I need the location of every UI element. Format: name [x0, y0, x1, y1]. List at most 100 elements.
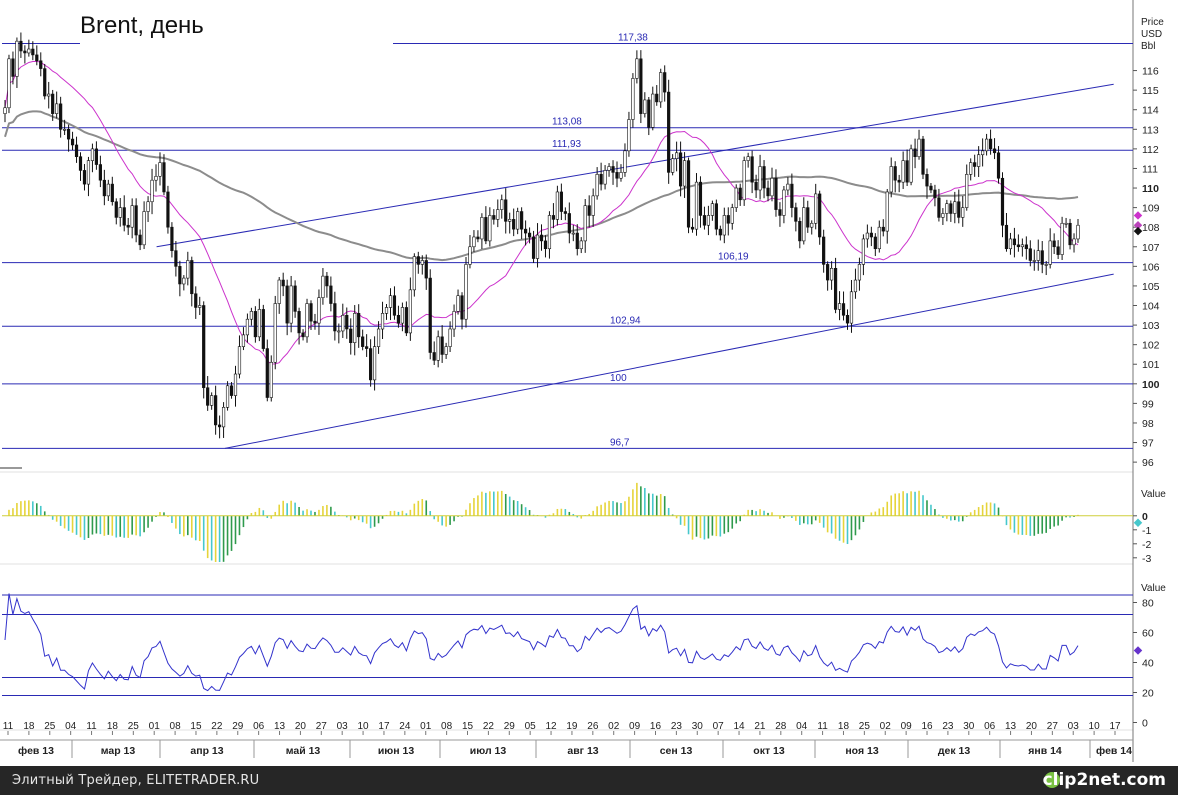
candle-body — [535, 234, 540, 259]
candle-body — [706, 215, 711, 226]
candle-body — [508, 219, 512, 222]
candle-body — [758, 166, 762, 191]
candle-body — [841, 303, 846, 316]
rsi-tick-label: 40 — [1142, 658, 1154, 670]
x-tick-label: 11 — [817, 721, 828, 732]
candle-body — [686, 160, 691, 228]
candle-body — [27, 48, 31, 54]
candle-body — [520, 211, 524, 230]
level-label: 100 — [610, 373, 627, 384]
hist-axis-label: Value — [1141, 489, 1166, 500]
candle-body — [496, 209, 500, 220]
x-tick-label: 25 — [128, 721, 140, 732]
x-tick-label: 20 — [1026, 721, 1038, 732]
x-tick-label: 01 — [149, 721, 161, 732]
candle-body — [221, 407, 226, 428]
candle-body — [297, 311, 301, 334]
candle-body — [388, 295, 393, 308]
candle-body — [897, 179, 901, 183]
candle-body — [245, 318, 250, 336]
candle-body — [138, 234, 142, 246]
x-tick-label: 04 — [65, 721, 77, 732]
candle-body — [51, 93, 55, 114]
candle-body — [214, 395, 218, 426]
candle-body — [376, 328, 381, 347]
x-tick-label: 26 — [587, 721, 599, 732]
candle-body — [500, 199, 504, 210]
candle-body — [170, 226, 174, 251]
candle-body — [1044, 264, 1048, 266]
x-tick-label: 03 — [337, 721, 349, 732]
candle-body — [746, 156, 750, 161]
candle-body — [547, 215, 552, 250]
x-tick-label: 25 — [44, 721, 56, 732]
candle-body — [357, 313, 361, 338]
price-tick-label: 114 — [1142, 105, 1159, 117]
level-label: 113,08 — [552, 117, 582, 128]
x-tick-label: 05 — [525, 721, 537, 732]
candle-body — [941, 213, 945, 218]
candle-body — [830, 268, 834, 281]
candle-body — [909, 148, 913, 183]
candle-body — [595, 174, 599, 197]
x-tick-label: 21 — [754, 721, 766, 732]
month-label: авг 13 — [567, 745, 598, 757]
level-label: 102,94 — [610, 315, 641, 326]
candle-body — [1024, 244, 1028, 250]
x-tick-label: 13 — [1005, 721, 1017, 732]
candle-body — [988, 138, 993, 150]
x-tick-label: 01 — [420, 721, 432, 732]
candle-body — [853, 279, 858, 293]
x-tick-label: 24 — [399, 721, 411, 732]
candle-body — [353, 313, 357, 344]
hist-tick-label: -2 — [1142, 539, 1151, 551]
candle-body — [325, 275, 329, 287]
candle-body — [984, 138, 989, 152]
candle-body — [619, 172, 623, 179]
month-label: ноя 13 — [845, 745, 879, 757]
candle-body — [623, 150, 627, 173]
candle-body — [66, 128, 71, 140]
candle-body — [615, 172, 619, 179]
candle-body — [917, 138, 921, 158]
candle-body — [714, 203, 718, 230]
x-tick-label: 15 — [462, 721, 474, 732]
candle-body — [182, 277, 186, 285]
x-tick-label: 29 — [504, 721, 516, 732]
price-axis-label: Bbl — [1141, 41, 1155, 52]
candle-body — [837, 303, 842, 310]
level-label: 106,19 — [718, 252, 749, 263]
x-tick-label: 13 — [274, 721, 286, 732]
candle-body — [253, 311, 257, 338]
candle-body — [301, 332, 305, 338]
candle-body — [790, 183, 794, 208]
price-tick-label: 108 — [1142, 222, 1160, 234]
x-tick-label: 08 — [170, 721, 182, 732]
candle-body — [698, 181, 703, 216]
candle-body — [35, 54, 39, 62]
price-tick-label: 104 — [1142, 301, 1160, 313]
candle-body — [186, 260, 190, 279]
candle-body — [651, 93, 655, 128]
candle-body — [734, 187, 738, 208]
x-tick-label: 18 — [23, 721, 35, 732]
candle-body — [206, 387, 210, 406]
hist-tick-label: -1 — [1142, 525, 1151, 537]
candle-body — [583, 205, 587, 242]
candle-body — [504, 199, 508, 222]
candle-body — [643, 99, 647, 114]
candle-body — [142, 211, 146, 246]
candle-body — [885, 191, 889, 232]
rsi-line — [4, 593, 1079, 692]
candle-body — [726, 215, 730, 224]
candle-body — [969, 162, 973, 175]
candle-body — [531, 236, 536, 259]
candle-body — [285, 285, 289, 324]
candle-body — [818, 193, 822, 238]
candle-body — [349, 328, 353, 344]
candle-body — [225, 385, 230, 408]
price-marker — [1133, 226, 1143, 236]
candle-body — [690, 226, 695, 230]
candle-body — [293, 285, 297, 312]
candle-body — [337, 330, 341, 333]
